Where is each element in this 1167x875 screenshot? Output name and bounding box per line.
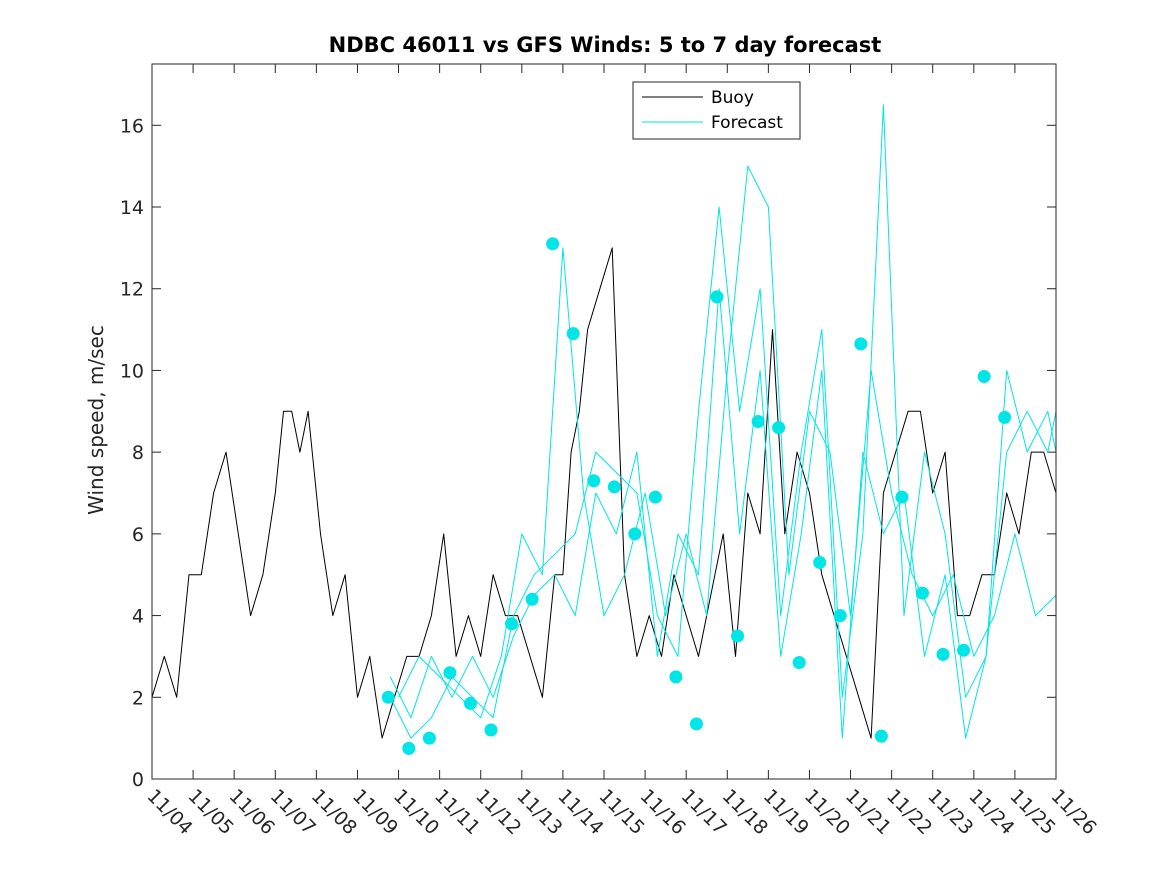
forecast-marker-point: [731, 629, 745, 643]
forecast-marker-point: [751, 415, 765, 428]
forecast-marker-point: [874, 729, 888, 743]
forecast-marker-point: [772, 421, 786, 435]
forecast-marker-point: [957, 643, 971, 657]
legend-box: [632, 81, 801, 140]
y-tick-label: 14: [120, 197, 144, 219]
forecast-series-line: [398, 165, 1057, 719]
chart-title: NDBC 46011 vs GFS Winds: 5 to 7 day fore…: [329, 33, 882, 57]
buoy-series-line: [151, 247, 1057, 739]
forecast-marker-point: [936, 647, 950, 661]
forecast-marker-point: [669, 670, 683, 684]
forecast-marker-point: [566, 327, 580, 341]
forecast-marker-point: [587, 474, 601, 488]
forecast-marker-point: [443, 666, 457, 680]
legend-forecast-label: Forecast: [711, 113, 783, 133]
y-tick-label: 10: [120, 360, 144, 382]
forecast-marker-point: [607, 480, 621, 494]
forecast-marker-point: [977, 370, 991, 384]
y-tick-label: 16: [120, 115, 144, 137]
forecast-marker-point: [628, 527, 642, 541]
forecast-marker-point: [648, 490, 662, 504]
y-axis-label: Wind speed, m/sec: [84, 325, 108, 515]
forecast-marker-point: [484, 723, 498, 737]
forecast-marker-point: [833, 609, 847, 623]
axes-box: [151, 63, 1057, 780]
forecast-marker-point: [998, 410, 1012, 424]
y-tick-label: 4: [132, 606, 144, 628]
forecast-marker-point: [895, 490, 909, 504]
forecast-marker-point: [813, 555, 827, 569]
forecast-marker-point: [463, 696, 477, 710]
y-tick-label: 12: [120, 279, 144, 301]
legend: Buoy Forecast: [632, 81, 801, 140]
forecast-marker-point: [710, 290, 724, 304]
forecast-marker-point: [689, 717, 703, 731]
y-tick-label: 2: [132, 687, 144, 709]
forecast-marker-point: [505, 617, 519, 631]
forecast-marker-point: [915, 586, 929, 600]
y-tick-label: 8: [132, 442, 144, 464]
forecast-marker-point: [854, 337, 868, 351]
y-tick-label: 6: [132, 524, 144, 546]
forecast-marker-point: [402, 741, 416, 755]
forecast-marker-point: [381, 690, 395, 704]
y-tick-label: 0: [132, 769, 144, 791]
legend-buoy-label: Buoy: [711, 88, 754, 108]
forecast-series-line: [389, 288, 1057, 739]
forecast-marker-point: [792, 656, 806, 670]
forecast-marker-point: [422, 731, 436, 745]
forecast-marker-point: [546, 237, 560, 251]
forecast-marker-point: [525, 592, 539, 606]
